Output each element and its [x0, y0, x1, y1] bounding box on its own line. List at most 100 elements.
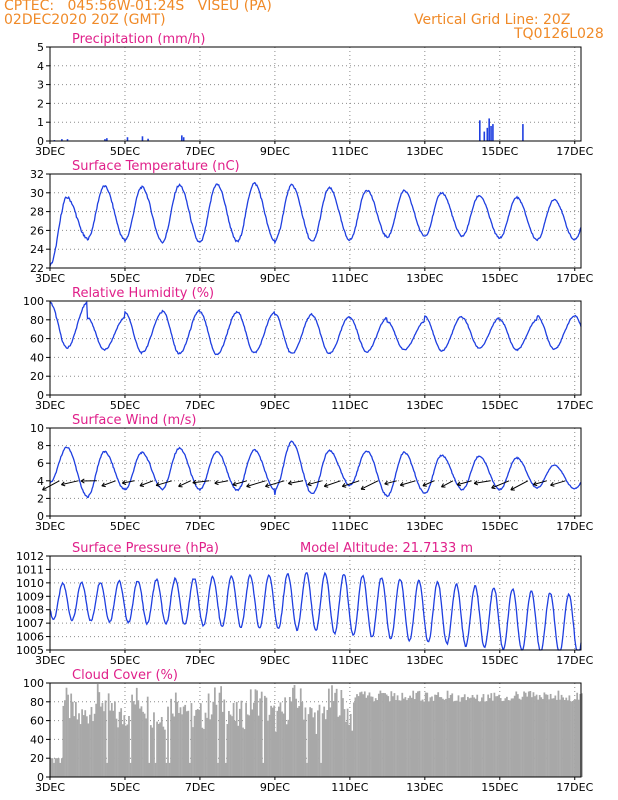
cloud-cover-bar — [317, 710, 319, 777]
cloud-cover-bar — [103, 711, 105, 777]
cloud-cover-bar — [390, 691, 393, 777]
cloud-cover-bar — [143, 713, 146, 777]
cloud-cover-bar — [309, 707, 312, 777]
cloud-cover-bar — [149, 725, 152, 777]
wind-vector-head — [178, 482, 183, 488]
wind-vector — [246, 480, 266, 487]
header-code: TQ0126L028 — [514, 26, 604, 42]
cloud-cover-bar — [324, 719, 327, 777]
precip-bar — [486, 127, 489, 141]
cloud-cover-bar — [557, 690, 560, 777]
cloud-cover-bar — [485, 701, 488, 777]
wind-vector-head — [491, 484, 496, 490]
cloud-cover-bar — [226, 724, 229, 777]
cloud-cover-bar — [301, 701, 304, 777]
wind-vector-head — [422, 482, 427, 487]
cloud-cover-bar — [384, 693, 386, 777]
x-tick-label: 11DEC — [331, 520, 368, 533]
cloud-cover-bar — [417, 691, 419, 777]
cloud-cover-bar — [185, 711, 188, 777]
cloud-cover-bar — [362, 694, 365, 777]
precip-bar — [522, 124, 524, 141]
wind-vector — [384, 480, 397, 485]
cloud-cover-bar — [67, 694, 69, 777]
cloud-cover-bar — [399, 700, 402, 777]
cloud-cover-bar — [259, 698, 262, 777]
cloud-cover-bar — [124, 725, 127, 777]
cloud-cover-bar — [546, 694, 549, 777]
x-tick-label: 7DEC — [185, 520, 215, 533]
cloud-cover-bar — [192, 727, 194, 777]
x-tick-label: 5DEC — [110, 272, 140, 285]
cloud-cover-bar — [377, 693, 380, 777]
cloud-cover-bar — [387, 696, 390, 777]
x-tick-label: 11DEC — [331, 654, 368, 667]
cloud-cover-bar — [146, 696, 149, 777]
cloud-cover-bar — [523, 691, 525, 777]
x-tick-label: 11DEC — [331, 399, 368, 412]
cloud-cover-bar — [302, 719, 305, 777]
cloud-cover-bar — [448, 698, 451, 777]
wind-vector-head — [121, 480, 127, 485]
y-tick-label: 10 — [30, 422, 44, 435]
cloud-cover-bar — [232, 702, 235, 777]
cloud-cover-bar — [267, 720, 269, 777]
cloud-cover-bar — [354, 697, 357, 777]
cloud-cover-bar — [423, 701, 426, 777]
cloud-cover-bar — [506, 696, 508, 777]
precip-bar — [181, 135, 183, 141]
cloud-cover-bar — [270, 705, 272, 777]
wind-vector — [61, 480, 79, 486]
x-tick-label: 3DEC — [35, 654, 65, 667]
cloud-cover-bar — [99, 706, 102, 777]
cloud-cover-bar — [157, 723, 160, 777]
cloud-cover-bar — [441, 698, 444, 777]
cloud-cover-bar — [563, 699, 566, 777]
wind-vector-head — [139, 482, 144, 487]
y-tick-label: 1012 — [16, 550, 44, 563]
panel-title: Surface Wind (m/s) — [72, 413, 196, 428]
cloud-cover-bar — [576, 692, 579, 777]
header-line-1: CPTEC: 045:56W-01:24S VISEU (PA) — [4, 0, 272, 14]
y-tick-label: 0 — [37, 135, 44, 148]
cloud-cover-bar — [574, 699, 577, 777]
panel-2: 22 24 26 28 30 32 3DEC 5DEC 7DEC 9DEC 11DEC 13DEC 15… — [30, 159, 594, 285]
cloud-cover-bar — [218, 692, 221, 777]
cloud-cover-bar — [173, 716, 176, 777]
cloud-cover-bar — [548, 699, 550, 777]
cloud-cover-bar — [188, 762, 191, 777]
cloud-cover-bar — [87, 723, 90, 777]
cloud-cover-bar — [562, 697, 565, 777]
header-line-2: 02DEC2020 20Z (GMT) — [4, 12, 166, 28]
cloud-cover-bar — [577, 699, 580, 777]
cloud-cover-bar — [282, 713, 285, 777]
cloud-cover-bar — [510, 698, 513, 777]
cloud-cover-bar — [79, 724, 82, 777]
cloud-cover-bar — [73, 716, 76, 777]
wind-vector-head — [323, 482, 329, 488]
cloud-cover-bar — [465, 700, 468, 777]
panel-4: 0 2 4 6 8 10 3DEC 5DEC 7DEC 9DEC 11DEC 13DEC 15DEC 17… — [30, 413, 594, 533]
cloud-cover-bar — [512, 698, 515, 777]
cloud-cover-bar — [484, 701, 486, 777]
panel-title: Cloud Cover (%) — [72, 668, 178, 683]
x-tick-label: 13DEC — [406, 399, 443, 412]
y-tick-label: 60 — [30, 333, 44, 346]
cloud-cover-bar — [396, 695, 399, 777]
plot-frame — [49, 555, 582, 651]
cloud-cover-bar — [284, 697, 287, 777]
cloud-cover-bar — [245, 702, 247, 777]
cloud-cover-bar — [290, 701, 293, 777]
wind-vector-head — [155, 482, 161, 487]
x-tick-label: 11DEC — [331, 272, 368, 285]
wind-vector — [122, 480, 135, 484]
x-tick-label: 5DEC — [110, 399, 140, 412]
cloud-cover-bar — [176, 701, 179, 777]
wind-vector-head — [214, 480, 219, 486]
cloud-cover-bar — [501, 701, 504, 777]
cloud-cover-bar — [195, 709, 198, 777]
cloud-cover-bar — [552, 698, 555, 777]
cloud-cover-bar — [238, 708, 241, 777]
x-tick-label: 17DEC — [556, 272, 593, 285]
